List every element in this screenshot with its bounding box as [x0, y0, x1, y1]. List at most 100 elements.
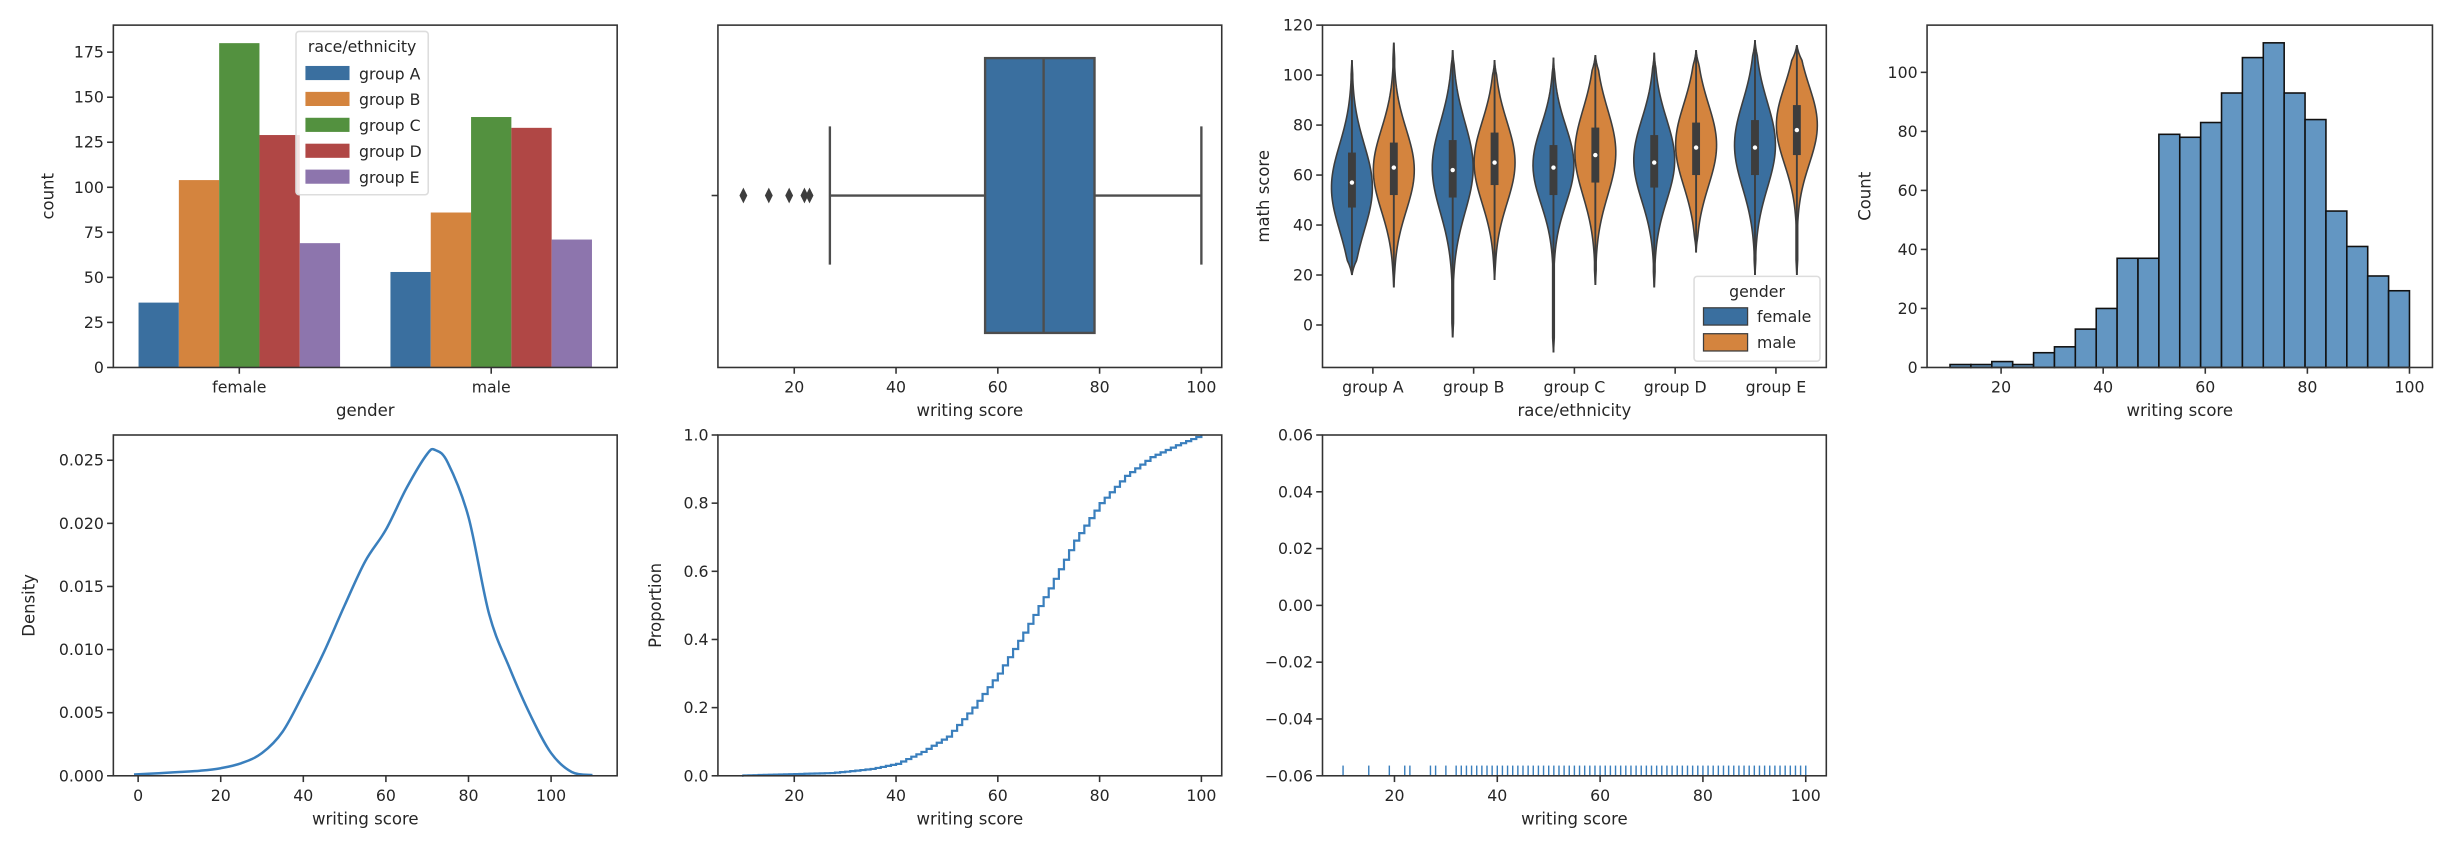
y-tick-label: 20 [1293, 266, 1313, 285]
x-tick-label: 100 [1791, 786, 1821, 805]
y-tick-label: −0.06 [1265, 766, 1313, 785]
violinplot-chart: group A group B group C group D group E 0 20 40… [1254, 16, 1828, 420]
outlier-point [800, 187, 809, 204]
legend-title: gender [1729, 282, 1785, 301]
boxplot-chart: 20 40 60 80 100 writing score [711, 24, 1223, 420]
y-tick-label: 40 [1898, 240, 1918, 259]
x-tick-label: group E [1746, 378, 1807, 397]
legend-swatch [305, 65, 350, 81]
x-axis-label: race/ethnicity [1517, 401, 1631, 420]
legend-label: group B [359, 90, 421, 109]
y-tick-label: 50 [84, 268, 104, 287]
x-tick-label: 60 [1590, 786, 1610, 805]
y-tick-label: 1.0 [683, 426, 708, 445]
histogram-bar [2262, 42, 2285, 369]
histogram-bar [2137, 257, 2160, 369]
y-tick-label: 0.015 [59, 577, 104, 596]
y-tick-label: 0 [1908, 358, 1918, 377]
x-tick-label: 80 [1693, 786, 1713, 805]
y-tick-label: 80 [1898, 122, 1918, 141]
histogram-bar [2366, 275, 2390, 369]
legend-swatch [305, 117, 350, 132]
bar [390, 271, 431, 368]
legend-swatch [305, 169, 350, 184]
x-tick-label: 80 [1090, 786, 1110, 805]
outlier-point [785, 187, 794, 204]
x-tick-label: 0 [133, 786, 143, 805]
y-tick-label: 25 [84, 313, 104, 332]
x-tick-label: 20 [211, 786, 231, 805]
y-tick-label: 0.005 [59, 703, 104, 722]
x-tick-label: female [212, 378, 266, 397]
violin-median-point [1794, 127, 1800, 133]
axes-frame [717, 24, 1223, 369]
histogram-bar [2387, 289, 2411, 369]
x-tick-label: 40 [2093, 378, 2113, 397]
x-tick-label: 40 [886, 786, 906, 805]
countplot-chart: female male 0 25 50 75 100 125 150 175 gender count… [39, 24, 618, 420]
rugplot-chart: 20 40 60 80 100 −0.06 −0.04 −0.02 0.00 0.02 0.04 0.… [1265, 426, 1828, 828]
axes-frame [717, 434, 1223, 777]
y-tick-label: 60 [1293, 166, 1313, 185]
y-tick-label: 0.2 [683, 698, 708, 717]
y-tick-label: 120 [1283, 16, 1313, 35]
y-tick-label: 100 [1888, 63, 1918, 82]
y-tick-label: 0.025 [59, 451, 104, 470]
histogram-bar [2283, 92, 2306, 369]
x-tick-label: 80 [2297, 378, 2317, 397]
y-tick-label: 80 [1293, 116, 1313, 135]
x-tick-label: 40 [886, 378, 906, 397]
violin-median-point [1551, 165, 1556, 170]
x-tick-label: 80 [458, 786, 478, 805]
violin-median-point [1693, 145, 1699, 150]
legend-label: group C [359, 116, 421, 135]
histogram-bar [2220, 92, 2244, 369]
y-tick-label: 0.04 [1278, 482, 1313, 501]
x-axis-label: writing score [312, 809, 419, 828]
y-tick-label: 0.020 [59, 514, 104, 533]
kde-line [133, 447, 593, 777]
y-tick-label: 0 [94, 358, 104, 377]
histogram-bar [2158, 133, 2181, 369]
ecdf-line [742, 435, 1203, 777]
x-tick-label: 20 [784, 786, 804, 805]
x-axis-label: writing score [1521, 809, 1628, 828]
histogram-bar [2178, 136, 2202, 369]
y-tick-label: −0.02 [1265, 653, 1313, 672]
y-tick-label: 175 [74, 43, 104, 62]
y-tick-label: 0.00 [1278, 596, 1313, 615]
y-axis-label: Proportion [646, 563, 665, 648]
legend: gender female male [1693, 275, 1821, 362]
axes-frame [1321, 434, 1828, 777]
violin-iqr-box [1348, 152, 1356, 208]
legend-label: female [1757, 307, 1811, 326]
y-tick-label: 0.0 [683, 766, 708, 785]
x-tick-label: 100 [1186, 786, 1216, 805]
bar [511, 127, 552, 368]
legend-label: group D [359, 142, 422, 161]
bar [138, 302, 179, 368]
y-tick-label: 0.02 [1278, 539, 1313, 558]
histogram-bar [1991, 360, 2014, 369]
histogram-chart: 20 40 60 80 100 0 20 40 60 80 100 writing score Coun… [1855, 24, 2434, 420]
y-tick-label: 0.06 [1278, 426, 1313, 445]
y-tick-label: 125 [74, 133, 104, 152]
outlier-point [805, 187, 814, 204]
legend-swatch [1702, 307, 1749, 326]
legend-swatch [305, 91, 350, 107]
histogram-bar [2304, 118, 2327, 369]
violin-median-point [1492, 160, 1497, 165]
x-tick-label: group D [1644, 378, 1707, 397]
x-tick-label: 60 [988, 786, 1008, 805]
x-tick-label: group B [1443, 378, 1505, 397]
outlier-point [739, 187, 748, 204]
x-tick-label: 20 [784, 378, 804, 397]
y-axis-label: Density [20, 574, 39, 637]
violin-median-point [1593, 152, 1598, 158]
legend-label: group E [359, 168, 420, 187]
y-tick-label: −0.04 [1265, 709, 1313, 728]
violin-iqr-box [1549, 145, 1558, 196]
y-axis-label: Count [1855, 171, 1874, 220]
box [983, 56, 1096, 335]
bar [259, 135, 300, 368]
